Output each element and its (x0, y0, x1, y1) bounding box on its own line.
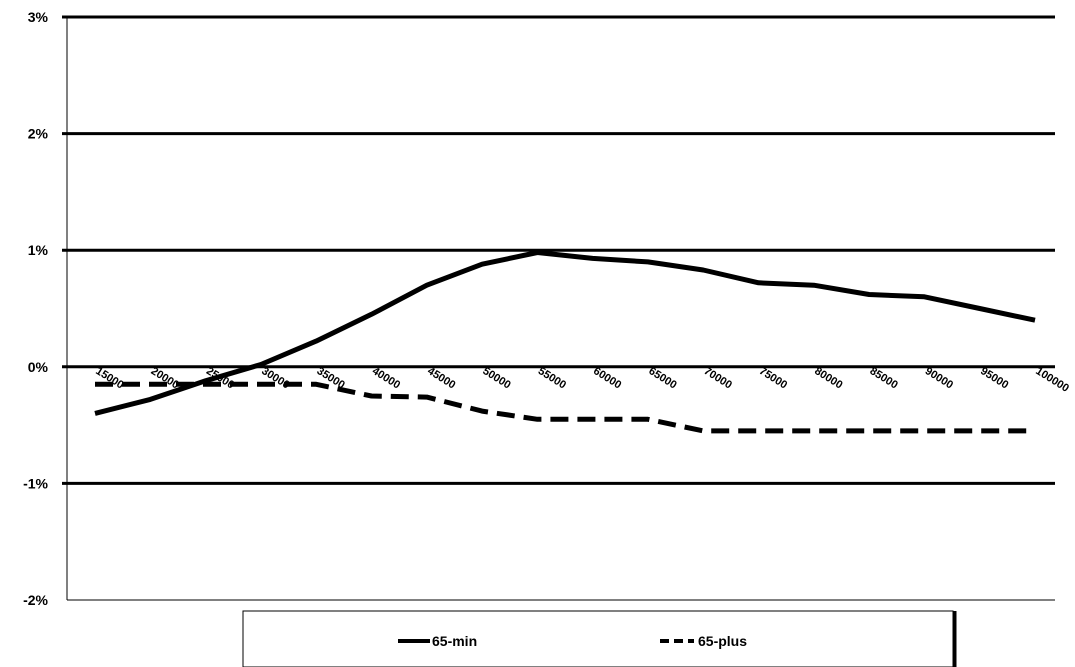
x-tick-label: 80000 (812, 365, 844, 391)
series-line-65-plus (95, 381, 1035, 434)
legend: 65-min 65-plus (242, 610, 957, 667)
x-tick-label: 100000 (1033, 365, 1070, 395)
legend-box (242, 610, 954, 667)
y-tick-label: 1% (28, 242, 49, 258)
x-tick-label: 55000 (536, 365, 568, 391)
y-tick-label: 2% (28, 126, 49, 142)
y-tick-labels: -2% -1% 0% 1% 2% 3% (23, 9, 48, 608)
legend-label-65-min: 65-min (432, 633, 477, 649)
x-tick-label: 60000 (591, 365, 623, 391)
x-tick-label: 20000 (149, 365, 181, 391)
y-tick-label: 3% (28, 9, 49, 25)
x-tick-label: 15000 (93, 365, 125, 391)
x-tick-label: 50000 (480, 365, 512, 391)
series-line-65-min (94, 250, 1036, 416)
x-tick-label: 40000 (370, 365, 402, 391)
y-tick-label: 0% (28, 359, 49, 375)
x-tick-label: 90000 (923, 365, 955, 391)
x-tick-label: 45000 (425, 365, 457, 391)
gridlines (62, 15, 1055, 601)
x-tick-label: 95000 (978, 365, 1010, 391)
series-lines (94, 250, 1036, 434)
y-tick-label: -1% (23, 475, 48, 491)
x-tick-label: 85000 (868, 365, 900, 391)
x-tick-label: 65000 (646, 365, 678, 391)
x-tick-label: 75000 (757, 365, 789, 391)
x-tick-label: 70000 (702, 365, 734, 391)
y-tick-label: -2% (23, 592, 48, 608)
x-tick-label: 30000 (259, 365, 291, 391)
legend-label-65-plus: 65-plus (698, 633, 747, 649)
